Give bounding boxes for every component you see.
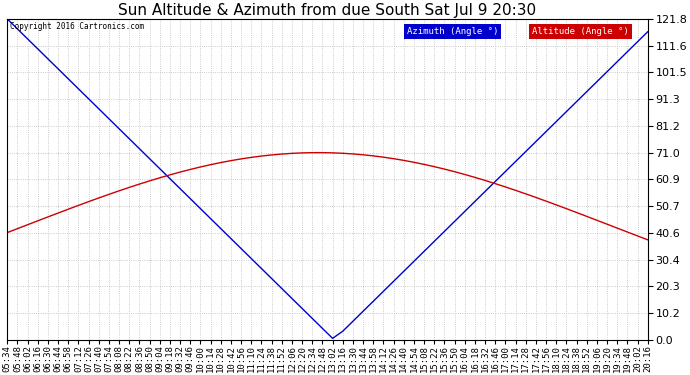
Text: Copyright 2016 Cartronics.com: Copyright 2016 Cartronics.com: [10, 22, 145, 31]
Title: Sun Altitude & Azimuth from due South Sat Jul 9 20:30: Sun Altitude & Azimuth from due South Sa…: [119, 3, 537, 18]
Text: Altitude (Angle °): Altitude (Angle °): [532, 27, 629, 36]
Text: Azimuth (Angle °): Azimuth (Angle °): [406, 27, 498, 36]
